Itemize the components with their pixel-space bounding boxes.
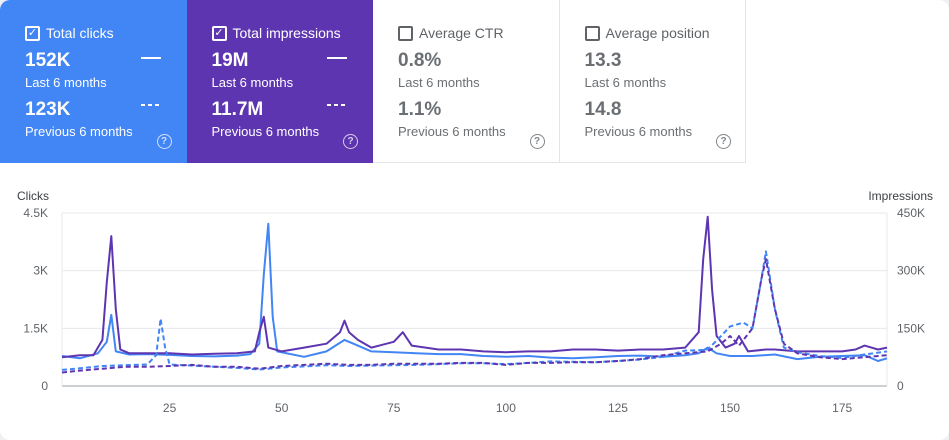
- current-value: 0.8%: [398, 50, 442, 71]
- dashed-line-legend-icon: [327, 104, 347, 106]
- y-right-tick-label: 300K: [897, 264, 925, 278]
- help-icon[interactable]: ?: [529, 134, 545, 149]
- tile-header: Average position: [584, 24, 746, 42]
- current-period: Last 6 months: [584, 75, 667, 90]
- y-right-tick-label: 450K: [897, 206, 925, 220]
- previous-value: 123K: [25, 99, 71, 120]
- previous-period: Previous 6 months: [584, 124, 693, 139]
- previous-value: 14.8: [584, 99, 622, 120]
- y-right-tick-label: 150K: [897, 321, 925, 335]
- y-left-tick-label: 1.5K: [23, 321, 48, 335]
- tile-header: ✓ Total impressions: [211, 24, 373, 42]
- previous-period: Previous 6 months: [398, 124, 506, 139]
- current-period: Last 6 months: [25, 75, 107, 90]
- current-period: Last 6 months: [211, 75, 294, 90]
- tile-header: ✓ Total clicks: [25, 24, 186, 42]
- tile-total-impressions[interactable]: ✓ Total impressions 19M Last 6 months 11…: [186, 0, 373, 163]
- solid-line-legend-icon: [327, 57, 347, 59]
- y-left-tick-label: 0: [41, 379, 48, 393]
- solid-line-legend-icon: [140, 57, 161, 59]
- dashed-line-legend-icon: [140, 104, 161, 106]
- checkbox-checked-icon[interactable]: ✓: [25, 25, 40, 41]
- right-axis-title: Impressions: [868, 189, 933, 203]
- impressions-current-line: [61, 215, 888, 359]
- x-tick-label: 25: [163, 401, 177, 415]
- x-tick-label: 100: [496, 401, 516, 415]
- left-axis-title: Clicks: [17, 189, 49, 203]
- tile-average-position[interactable]: Average position 13.3 Last 6 months 14.8…: [559, 0, 746, 163]
- previous-value: 11.7M: [211, 99, 264, 120]
- y-right-tick-label: 0: [897, 379, 904, 393]
- clicks-current-line: [61, 222, 888, 362]
- tile-label: Total impressions: [232, 25, 341, 41]
- checkbox-unchecked-icon[interactable]: [584, 25, 600, 41]
- previous-value: 1.1%: [398, 99, 442, 120]
- tile-label: Average position: [605, 25, 710, 41]
- help-icon[interactable]: ?: [343, 134, 358, 149]
- y-left-tick-label: 4.5K: [23, 206, 48, 220]
- current-period: Last 6 months: [398, 75, 480, 90]
- current-value: 13.3: [584, 50, 622, 71]
- x-tick-label: 125: [608, 401, 628, 415]
- current-value: 152K: [25, 50, 71, 71]
- metric-tiles: ✓ Total clicks 152K Last 6 months 123K P…: [0, 0, 746, 163]
- current-value: 19M: [211, 50, 249, 71]
- x-tick-label: 175: [832, 401, 852, 415]
- tile-label: Total clicks: [46, 25, 114, 41]
- clicks-previous-line: [61, 250, 888, 371]
- checkbox-checked-icon[interactable]: ✓: [211, 25, 227, 41]
- x-tick-label: 150: [720, 401, 740, 415]
- x-tick-label: 75: [387, 401, 401, 415]
- x-tick-label: 50: [275, 401, 289, 415]
- tile-label: Average CTR: [419, 25, 504, 41]
- help-icon[interactable]: ?: [716, 134, 731, 149]
- impressions-previous-line: [61, 258, 888, 374]
- tile-total-clicks[interactable]: ✓ Total clicks 152K Last 6 months 123K P…: [0, 0, 187, 163]
- previous-period: Previous 6 months: [25, 124, 133, 139]
- tile-header: Average CTR: [398, 24, 559, 42]
- checkbox-unchecked-icon[interactable]: [398, 25, 413, 41]
- tile-average-ctr[interactable]: Average CTR 0.8% Last 6 months 1.1% Prev…: [373, 0, 560, 163]
- help-icon[interactable]: ?: [156, 134, 172, 149]
- previous-period: Previous 6 months: [211, 124, 320, 139]
- y-left-tick-label: 3K: [33, 264, 48, 278]
